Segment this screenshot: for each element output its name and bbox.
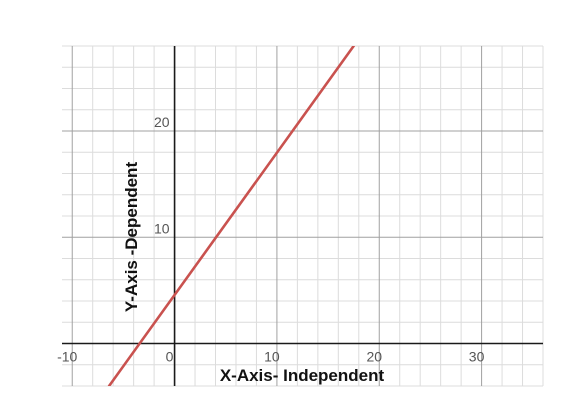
x-tick-label: 10 [264,349,280,365]
x-tick-label: 20 [366,349,382,365]
y-axis-label: Y-Axis -Dependent [122,162,141,313]
tick-labels: -10 0 10 20 30 10 20 [57,114,484,365]
x-tick-label: -10 [57,349,77,365]
y-tick-label: 10 [154,220,170,236]
x-axis-label: X-Axis- Independent [220,366,385,385]
minor-gridlines [62,45,544,387]
y-tick-label: 20 [154,114,170,130]
x-tick-label: 30 [469,349,485,365]
series-layer [107,46,355,386]
series-line-1 [107,46,355,386]
x-tick-label: 0 [166,349,174,365]
